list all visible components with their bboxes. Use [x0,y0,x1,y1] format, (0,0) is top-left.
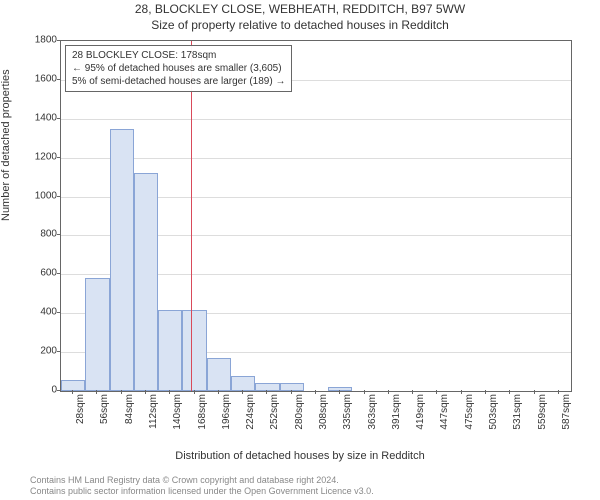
y-tick-mark [57,312,61,313]
x-tick-label: 503sqm [488,394,499,430]
x-tick-label: 391sqm [391,394,402,430]
attribution-text: Contains HM Land Registry data © Crown c… [30,475,374,497]
x-tick-label: 224sqm [245,394,256,430]
x-tick-mark [145,390,146,394]
y-tick-mark [57,79,61,80]
x-tick-label: 447sqm [439,394,450,430]
x-tick-mark [461,390,462,394]
x-tick-label: 168sqm [197,394,208,430]
x-tick-label: 140sqm [172,394,183,430]
histogram-bar [231,376,255,391]
y-tick-label: 600 [17,268,57,279]
x-tick-label: 196sqm [221,394,232,430]
y-tick-label: 1600 [17,73,57,84]
histogram-bar [158,310,182,391]
histogram-bar [207,358,231,391]
y-tick-mark [57,157,61,158]
marker-line [191,41,192,391]
attribution-line: Contains HM Land Registry data © Crown c… [30,475,374,486]
y-tick-label: 1200 [17,151,57,162]
x-tick-mark [169,390,170,394]
histogram-bar [182,310,206,391]
histogram-bar [110,129,134,391]
y-tick-label: 1400 [17,112,57,123]
x-tick-mark [339,390,340,394]
y-tick-mark [57,351,61,352]
y-tick-label: 1800 [17,35,57,46]
x-tick-mark [412,390,413,394]
x-tick-mark [436,390,437,394]
y-tick-label: 800 [17,229,57,240]
x-tick-label: 280sqm [294,394,305,430]
x-tick-label: 531sqm [512,394,523,430]
x-tick-label: 559sqm [537,394,548,430]
x-tick-mark [194,390,195,394]
y-tick-mark [57,390,61,391]
y-axis-label: Number of detached properties [0,69,12,221]
histogram-bar [134,173,158,391]
x-tick-label: 84sqm [124,394,135,424]
y-tick-label: 1000 [17,190,57,201]
x-tick-mark [121,390,122,394]
histogram-bar [280,383,304,391]
x-tick-mark [534,390,535,394]
x-tick-label: 419sqm [415,394,426,430]
info-line: 5% of semi-detached houses are larger (1… [72,75,285,88]
x-tick-label: 252sqm [269,394,280,430]
histogram-bar [61,380,85,391]
histogram-bar [328,387,352,391]
attribution-line: Contains public sector information licen… [30,486,374,497]
x-tick-mark [72,390,73,394]
x-tick-label: 363sqm [367,394,378,430]
x-tick-label: 475sqm [464,394,475,430]
plot-area: 28 BLOCKLEY CLOSE: 178sqm← 95% of detach… [60,40,572,392]
x-tick-mark [96,390,97,394]
chart-container: 28, BLOCKLEY CLOSE, WEBHEATH, REDDITCH, … [0,0,600,500]
x-tick-mark [218,390,219,394]
x-tick-mark [291,390,292,394]
y-tick-mark [57,118,61,119]
x-axis-label: Distribution of detached houses by size … [0,450,600,462]
y-tick-mark [57,273,61,274]
x-tick-mark [388,390,389,394]
x-tick-label: 335sqm [342,394,353,430]
page-subtitle: Size of property relative to detached ho… [0,18,600,32]
info-line: 28 BLOCKLEY CLOSE: 178sqm [72,49,285,62]
y-tick-label: 200 [17,346,57,357]
histogram-bar [255,383,279,391]
x-tick-label: 28sqm [75,394,86,424]
page-title: 28, BLOCKLEY CLOSE, WEBHEATH, REDDITCH, … [0,2,600,16]
x-tick-label: 112sqm [148,394,159,429]
histogram-bar [85,278,109,391]
x-tick-label: 587sqm [561,394,572,430]
y-tick-mark [57,40,61,41]
x-tick-mark [266,390,267,394]
info-line: ← 95% of detached houses are smaller (3,… [72,62,285,75]
x-tick-label: 56sqm [99,394,110,424]
gridline [61,158,571,159]
y-tick-mark [57,196,61,197]
x-tick-mark [364,390,365,394]
x-tick-label: 308sqm [318,394,329,430]
x-tick-mark [242,390,243,394]
info-box: 28 BLOCKLEY CLOSE: 178sqm← 95% of detach… [65,45,292,92]
x-tick-mark [485,390,486,394]
x-tick-mark [509,390,510,394]
x-tick-mark [315,390,316,394]
gridline [61,119,571,120]
y-tick-label: 0 [17,385,57,396]
y-tick-label: 400 [17,307,57,318]
y-tick-mark [57,234,61,235]
x-tick-mark [558,390,559,394]
